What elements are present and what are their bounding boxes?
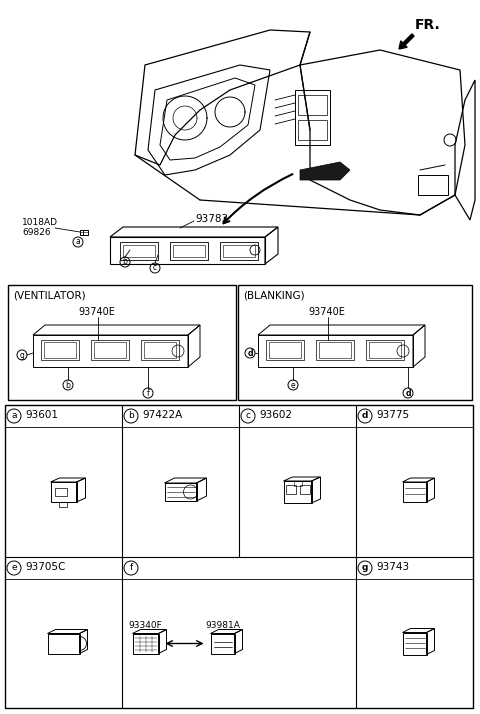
- Text: (BLANKING): (BLANKING): [243, 290, 305, 300]
- Text: 93783: 93783: [195, 214, 228, 224]
- Text: 93740E: 93740E: [308, 307, 345, 317]
- Text: c: c: [245, 411, 251, 421]
- Bar: [59, 502, 67, 507]
- Text: e: e: [291, 381, 295, 390]
- Bar: [220, 242, 258, 260]
- Text: f: f: [130, 563, 132, 573]
- Bar: [266, 340, 304, 360]
- Bar: [293, 481, 301, 486]
- Bar: [120, 242, 158, 260]
- Text: 93340F: 93340F: [129, 621, 162, 630]
- Text: 93602: 93602: [259, 410, 292, 420]
- Bar: [55, 488, 67, 496]
- Text: b: b: [66, 381, 71, 390]
- Bar: [319, 342, 351, 358]
- Bar: [41, 340, 79, 360]
- Bar: [223, 245, 255, 257]
- Bar: [94, 342, 126, 358]
- Bar: [5, 405, 473, 708]
- Bar: [316, 340, 354, 360]
- Bar: [418, 175, 448, 195]
- Text: 1018AD
69826: 1018AD 69826: [22, 218, 58, 237]
- Bar: [170, 242, 208, 260]
- Text: 97422A: 97422A: [142, 410, 182, 420]
- Bar: [91, 340, 129, 360]
- Text: d: d: [247, 348, 253, 358]
- Text: f: f: [146, 388, 149, 398]
- Bar: [286, 485, 296, 494]
- Text: FR.: FR.: [415, 18, 441, 32]
- Text: 93740E: 93740E: [78, 307, 115, 317]
- Bar: [269, 342, 301, 358]
- Text: 93705C: 93705C: [25, 562, 65, 572]
- Text: a: a: [11, 411, 17, 421]
- FancyArrow shape: [399, 34, 414, 49]
- Text: c: c: [153, 263, 157, 273]
- Text: a: a: [76, 238, 80, 246]
- Bar: [8, 285, 236, 400]
- Polygon shape: [300, 162, 350, 180]
- Bar: [298, 120, 327, 140]
- Text: g: g: [20, 351, 24, 360]
- Text: g: g: [362, 563, 368, 573]
- Text: d: d: [405, 388, 411, 398]
- Bar: [298, 95, 327, 115]
- Bar: [141, 340, 179, 360]
- Bar: [295, 90, 330, 145]
- Text: 93775: 93775: [376, 410, 409, 420]
- Bar: [44, 342, 76, 358]
- Text: b: b: [128, 411, 134, 421]
- Bar: [300, 485, 310, 494]
- Text: 93601: 93601: [25, 410, 58, 420]
- Text: d: d: [362, 411, 368, 421]
- Bar: [366, 340, 404, 360]
- Bar: [173, 245, 205, 257]
- Bar: [369, 342, 401, 358]
- Text: 93743: 93743: [376, 562, 409, 572]
- Bar: [238, 285, 472, 400]
- Text: b: b: [122, 258, 127, 266]
- Bar: [80, 230, 88, 235]
- Text: (VENTILATOR): (VENTILATOR): [13, 290, 85, 300]
- Bar: [123, 245, 155, 257]
- Bar: [144, 342, 176, 358]
- Text: e: e: [11, 563, 17, 573]
- Text: 93981A: 93981A: [205, 621, 240, 630]
